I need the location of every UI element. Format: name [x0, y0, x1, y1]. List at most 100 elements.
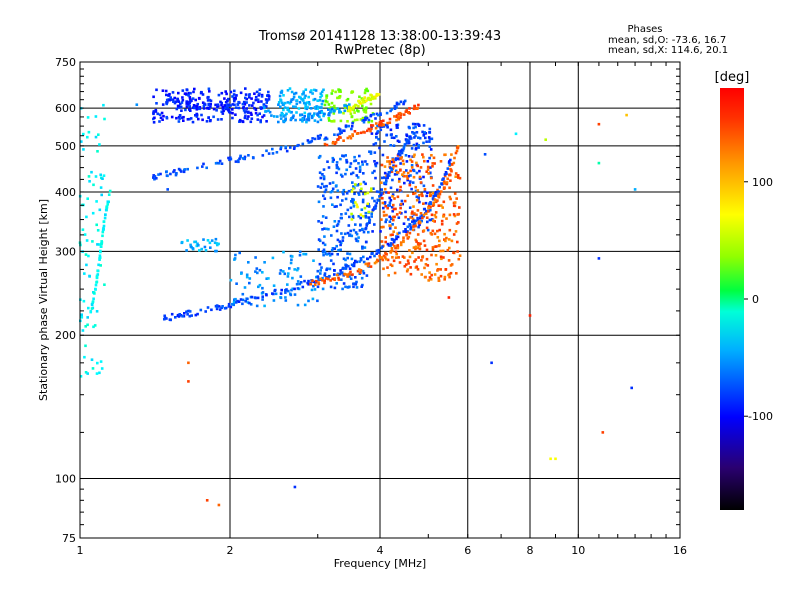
- data-point: [210, 308, 213, 312]
- data-point: [335, 164, 339, 167]
- data-point: [290, 117, 293, 120]
- data-point: [336, 96, 339, 100]
- data-point: [316, 299, 319, 303]
- data-point: [349, 277, 353, 280]
- data-point: [279, 114, 283, 117]
- data-point: [407, 125, 411, 129]
- data-point: [307, 95, 310, 99]
- data-point: [104, 213, 107, 216]
- data-point: [234, 106, 238, 109]
- data-point: [432, 191, 435, 195]
- data-point: [360, 187, 363, 191]
- data-point: [289, 100, 293, 103]
- data-point: [399, 202, 403, 206]
- data-point: [357, 162, 360, 165]
- data-point: [326, 277, 330, 281]
- data-point: [436, 268, 440, 271]
- data-point: [301, 120, 304, 123]
- data-point: [352, 202, 355, 205]
- data-point: [186, 239, 189, 242]
- data-point: [205, 166, 208, 170]
- data-point: [324, 216, 328, 219]
- data-point: [292, 147, 296, 150]
- data-point: [362, 192, 365, 196]
- data-point: [344, 285, 347, 289]
- data-point: [202, 107, 206, 110]
- data-point: [282, 103, 285, 106]
- data-point: [457, 176, 460, 179]
- data-point: [358, 168, 362, 171]
- data-point: [256, 118, 260, 121]
- data-point: [344, 106, 347, 109]
- data-point: [318, 262, 322, 266]
- data-point: [343, 109, 347, 113]
- data-point: [371, 124, 375, 127]
- data-point: [419, 215, 422, 218]
- data-point: [390, 170, 394, 173]
- data-point: [185, 249, 188, 252]
- data-point: [107, 193, 111, 196]
- data-point: [179, 105, 183, 109]
- data-point: [423, 275, 427, 279]
- data-point: [349, 112, 353, 116]
- data-point: [217, 93, 221, 97]
- data-point: [428, 202, 431, 205]
- data-point: [361, 269, 365, 273]
- data-point: [367, 262, 371, 265]
- data-point: [370, 124, 373, 127]
- data-point: [340, 232, 343, 235]
- data-point: [90, 307, 94, 310]
- data-point: [317, 200, 321, 204]
- data-point: [229, 90, 233, 94]
- data-point: [381, 245, 384, 248]
- data-point: [375, 249, 379, 252]
- data-point: [198, 106, 202, 109]
- data-point: [216, 103, 220, 106]
- data-point: [379, 120, 383, 123]
- data-point: [419, 177, 422, 180]
- data-point: [439, 255, 443, 259]
- data-point: [330, 92, 334, 95]
- data-point: [414, 125, 417, 129]
- data-point: [401, 159, 405, 163]
- data-point: [87, 175, 91, 178]
- data-point: [432, 156, 436, 160]
- data-point: [241, 298, 245, 302]
- data-point: [206, 306, 210, 309]
- data-point: [389, 244, 392, 247]
- data-point: [438, 192, 442, 195]
- data-point: [333, 269, 336, 272]
- data-point: [180, 101, 184, 104]
- data-point: [294, 91, 298, 95]
- data-point: [165, 170, 168, 173]
- data-point: [102, 103, 105, 107]
- data-point: [428, 145, 432, 148]
- data-point: [415, 240, 418, 243]
- data-point: [293, 146, 296, 149]
- data-point: [348, 272, 351, 276]
- data-point: [421, 194, 424, 198]
- data-point: [554, 457, 557, 461]
- data-point: [261, 295, 264, 298]
- data-point: [374, 142, 378, 145]
- data-point: [362, 108, 365, 112]
- data-point: [308, 103, 311, 106]
- data-point: [278, 272, 282, 275]
- data-point: [283, 272, 287, 276]
- data-point: [312, 284, 315, 288]
- data-point: [432, 194, 435, 198]
- data-point: [183, 92, 187, 95]
- data-point: [246, 301, 250, 304]
- data-point: [222, 106, 226, 109]
- data-point: [160, 111, 164, 115]
- data-point: [286, 283, 289, 286]
- data-point: [361, 215, 365, 218]
- data-point: [250, 97, 253, 100]
- data-point: [337, 276, 340, 280]
- data-point: [325, 253, 329, 256]
- data-point: [243, 286, 247, 289]
- data-point: [386, 125, 389, 129]
- data-point: [350, 234, 354, 238]
- data-point: [187, 361, 190, 365]
- data-point: [359, 269, 363, 272]
